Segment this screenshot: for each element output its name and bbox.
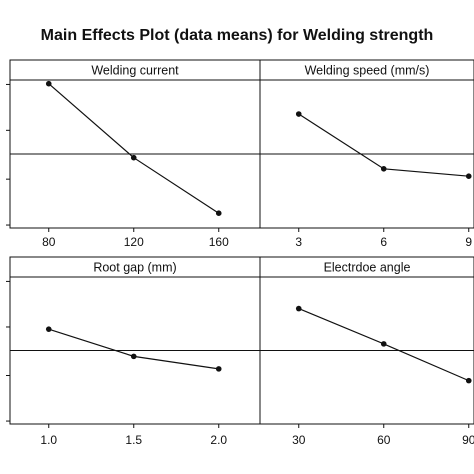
chart-title: Main Effects Plot (data means) for Weldi… (41, 27, 434, 44)
panels: Welding current 80 120 160 Welding speed (mm… (6, 59, 474, 447)
data-point (380, 166, 387, 172)
panel-2: Welding speed (mm/s) 3 6 9 (259, 59, 474, 249)
data-point (465, 173, 472, 179)
panel-1: Welding current 80 120 160 (6, 59, 261, 249)
panel-4: Electrdoe angle 30 60 90 (259, 256, 474, 447)
x-tick-label: 6 (380, 235, 387, 249)
x-tick-label: 1.0 (40, 433, 57, 447)
panel-title: Root gap (mm) (93, 261, 176, 275)
data-point (45, 80, 52, 87)
x-tick-label: 80 (42, 235, 56, 249)
data-point (295, 111, 302, 117)
data-point (130, 353, 137, 360)
panel-title: Welding current (91, 64, 179, 78)
data-point (130, 154, 137, 161)
panel-3: Root gap (mm) 1.0 1.5 2.0 (6, 256, 261, 447)
x-tick-label: 2.0 (210, 433, 227, 447)
data-point (465, 377, 472, 384)
x-tick-label: 1.5 (125, 433, 142, 447)
x-tick-label: 90 (462, 433, 474, 447)
x-tick-label: 120 (124, 235, 144, 249)
series-line (48, 83, 220, 214)
data-point (215, 366, 222, 372)
x-tick-label: 60 (377, 433, 391, 447)
x-tick-label: 160 (209, 235, 229, 249)
panel-title: Electrdoe angle (324, 261, 411, 275)
x-tick-label: 9 (465, 235, 472, 249)
series-line (48, 328, 219, 370)
data-point (45, 326, 52, 332)
panel-title: Welding speed (mm/s) (305, 64, 430, 78)
data-point (380, 341, 387, 347)
x-tick-label: 30 (292, 433, 306, 447)
data-point (215, 210, 222, 216)
data-point (295, 305, 302, 312)
x-tick-label: 3 (295, 235, 302, 249)
